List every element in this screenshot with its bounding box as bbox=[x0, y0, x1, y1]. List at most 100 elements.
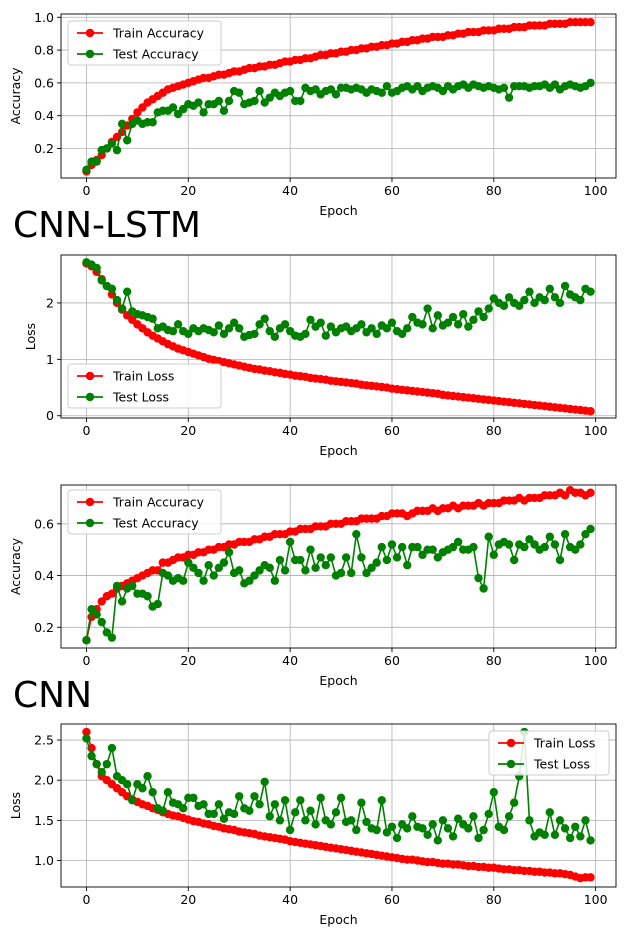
data-point-test bbox=[153, 599, 162, 609]
data-point-test bbox=[326, 322, 336, 331]
data-point-test bbox=[372, 329, 381, 339]
data-point-test bbox=[255, 320, 264, 329]
data-point-test bbox=[581, 816, 590, 825]
data-point-test bbox=[479, 312, 488, 322]
legend: Train Accuracy Test Accuracy bbox=[67, 20, 222, 66]
y-tick-label: 2.5 bbox=[34, 733, 54, 748]
data-point-test bbox=[408, 312, 417, 322]
y-tick-label: 2.0 bbox=[34, 773, 54, 788]
data-point-test bbox=[107, 139, 117, 148]
x-tick-label: 100 bbox=[584, 183, 608, 198]
data-point-test bbox=[428, 324, 437, 333]
data-point-test bbox=[428, 820, 437, 829]
data-point-test bbox=[352, 529, 361, 539]
legend-marker bbox=[85, 392, 95, 402]
data-point-test bbox=[102, 759, 112, 769]
data-point-test bbox=[285, 537, 295, 547]
data-point-test bbox=[382, 828, 392, 837]
data-point-test bbox=[392, 833, 402, 843]
data-point-test bbox=[265, 812, 274, 821]
data-point-test bbox=[184, 329, 193, 339]
data-point-test bbox=[382, 81, 392, 91]
data-point-test bbox=[285, 86, 295, 96]
y-tick-label: 1.0 bbox=[34, 10, 54, 25]
data-point-test bbox=[550, 540, 560, 549]
data-point-test bbox=[555, 555, 565, 565]
data-point-test bbox=[301, 816, 310, 825]
data-point-test bbox=[525, 287, 534, 296]
data-point-test bbox=[199, 800, 208, 809]
data-point-test bbox=[245, 576, 254, 585]
x-tick-label: 80 bbox=[486, 892, 502, 907]
data-point-test bbox=[540, 830, 549, 840]
data-point-train bbox=[107, 589, 117, 598]
data-point-test bbox=[586, 287, 595, 296]
data-point-test bbox=[520, 295, 529, 305]
data-point-test bbox=[199, 108, 208, 117]
x-tick-label: 60 bbox=[384, 892, 400, 907]
data-point-test bbox=[112, 581, 122, 591]
data-point-test bbox=[571, 822, 580, 831]
data-point-test bbox=[189, 793, 198, 803]
data-point-test bbox=[189, 563, 198, 572]
x-axis-label: Epoch bbox=[319, 443, 357, 458]
series-line-test bbox=[85, 528, 592, 641]
plot-frame bbox=[60, 723, 617, 888]
data-point-test bbox=[179, 576, 188, 585]
data-point-test bbox=[87, 604, 96, 614]
data-point-train bbox=[97, 597, 106, 606]
data-point-test bbox=[555, 816, 565, 825]
data-point-test bbox=[235, 566, 244, 575]
data-point-test bbox=[560, 529, 570, 539]
x-tick-label: 60 bbox=[384, 423, 400, 438]
data-point-test bbox=[341, 553, 351, 562]
data-point-test bbox=[260, 777, 269, 787]
chart-3: 0 20 40 60 80 100 0.2 0.4 0.6 Epoch Accuracy Train … bbox=[8, 484, 617, 688]
data-point-test bbox=[265, 563, 274, 572]
data-point-test bbox=[453, 537, 463, 547]
data-point-test bbox=[260, 314, 269, 323]
data-point-test bbox=[235, 324, 244, 333]
legend: Train Accuracy Test Accuracy bbox=[67, 489, 222, 535]
data-point-test bbox=[158, 806, 168, 815]
data-point-test bbox=[117, 597, 127, 606]
data-point-test bbox=[525, 535, 534, 544]
x-tick-label: 40 bbox=[282, 423, 298, 438]
data-point-test bbox=[224, 96, 234, 106]
data-point-test bbox=[122, 780, 132, 789]
data-point-test bbox=[92, 263, 101, 273]
data-point-test bbox=[509, 555, 519, 565]
data-point-test bbox=[209, 571, 218, 580]
legend-label: Test Loss bbox=[112, 390, 169, 405]
data-point-test bbox=[357, 320, 366, 329]
y-tick-label: 0.6 bbox=[34, 516, 54, 531]
data-point-test bbox=[403, 824, 412, 833]
data-point-test bbox=[576, 540, 585, 549]
data-point-test bbox=[331, 808, 341, 817]
legend-label: Test Accuracy bbox=[112, 516, 199, 531]
data-point-test bbox=[306, 315, 315, 325]
data-point-test bbox=[418, 824, 427, 833]
data-point-test bbox=[204, 561, 213, 570]
data-point-test bbox=[184, 558, 193, 567]
data-point-test bbox=[418, 320, 427, 329]
chart-2: 0 20 40 60 80 100 0 1 2 Epoch Loss Train Loss Test L… bbox=[23, 254, 617, 458]
data-point-train bbox=[586, 407, 595, 416]
data-point-test bbox=[280, 796, 290, 805]
data-point-test bbox=[397, 542, 407, 552]
data-point-test bbox=[474, 573, 483, 583]
x-tick-label: 0 bbox=[82, 892, 90, 907]
data-point-test bbox=[143, 771, 152, 781]
data-point-test bbox=[499, 825, 509, 835]
data-point-test bbox=[265, 326, 274, 336]
x-axis-label: Epoch bbox=[319, 203, 357, 218]
y-axis-label: Accuracy bbox=[8, 537, 23, 595]
data-point-test bbox=[540, 542, 549, 552]
x-tick-label: 0 bbox=[82, 423, 90, 438]
data-point-test bbox=[387, 822, 397, 831]
data-point-train bbox=[560, 491, 570, 500]
data-point-test bbox=[484, 532, 493, 541]
data-point-test bbox=[229, 318, 239, 327]
data-point-test bbox=[117, 304, 127, 313]
data-point-test bbox=[224, 548, 234, 557]
